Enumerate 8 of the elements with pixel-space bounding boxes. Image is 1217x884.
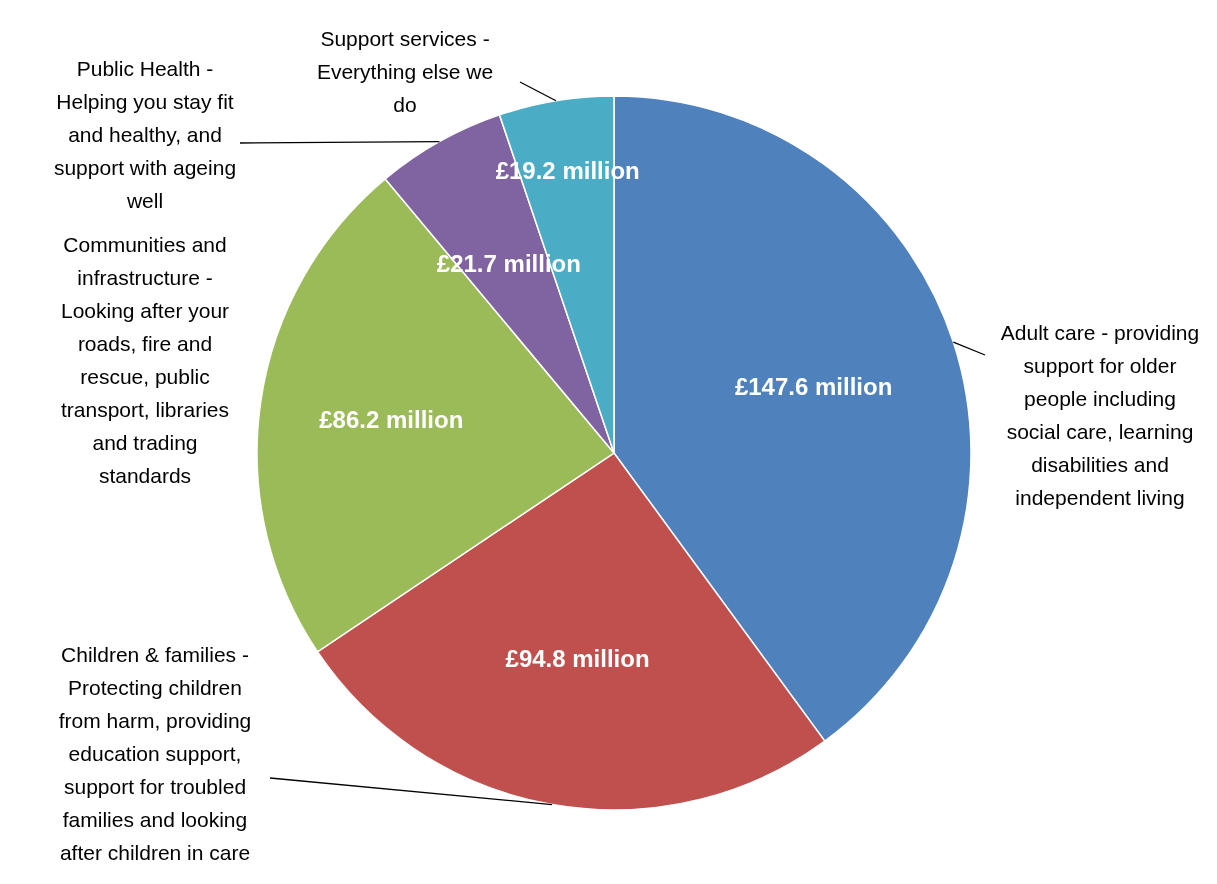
data-label: £94.8 million <box>505 644 650 672</box>
slice-label: Support services - Everything else we do <box>316 27 494 116</box>
slice-label: Public Health - Helping you stay fit and healthy, and support with ageing well <box>53 57 237 212</box>
slice-label: Communities and infrastructure - Looking after your roads, fire and rescue, public transport, libraries and trading standards <box>60 232 230 487</box>
slice-label: Children & families - Protecting children from harm, providing education support, support for troubled families and looking after children in care <box>58 643 252 864</box>
data-label: £147.6 million <box>734 372 893 400</box>
data-label: £86.2 million <box>319 406 464 434</box>
slice-label: Adult care - providing support for older people including social care, learning disabilities and independent living <box>1000 320 1200 509</box>
